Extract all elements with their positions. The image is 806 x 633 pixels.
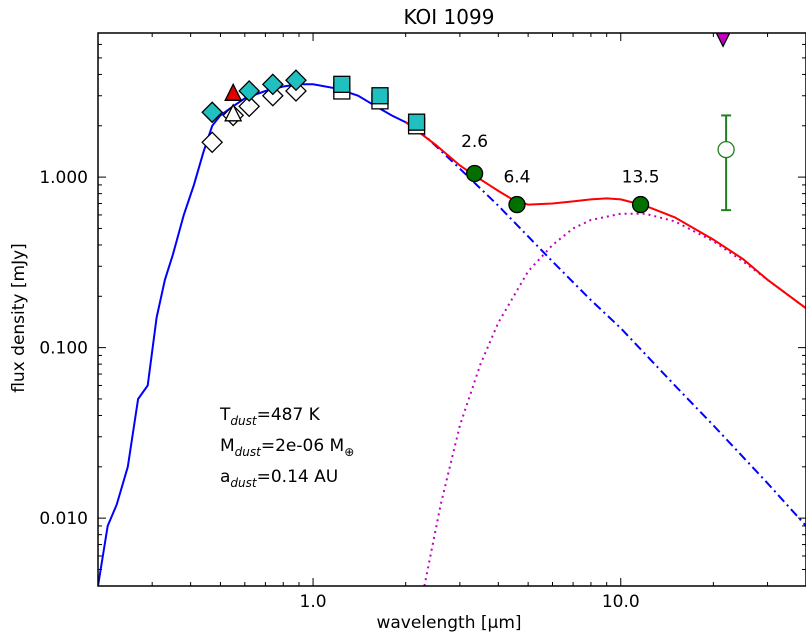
ir-photometry-circle-point: [465, 164, 484, 183]
x-tick-label: 10.0: [602, 592, 640, 612]
observed-photometry-square-point: [371, 87, 389, 105]
series-dust-model: [423, 212, 806, 586]
fit-parameters: Tdust=487 K Mdust=2e-06 M⊕ adust=0.14 AU: [219, 405, 354, 490]
point-annotation: 6.4: [503, 167, 530, 187]
model-photometry-diamond-point: [201, 131, 224, 154]
ir-photometry-circle-point: [631, 195, 650, 214]
observed-photometry-diamond-point: [201, 101, 224, 124]
observed-photometry-diamond-point: [285, 69, 307, 92]
observed-photometry-square-point: [333, 75, 351, 93]
axis-ticks: 1.0 10.0 0.010 0.100 1.000: [39, 32, 806, 612]
upper-limit-triangle-down-point: [715, 33, 731, 48]
plot-area: [98, 33, 806, 586]
x-tick-label: 1.0: [300, 592, 327, 612]
model-photometry-triangle-up-point: [224, 103, 243, 122]
ir-photometry-circle-point: [508, 195, 526, 214]
x-axis-label: wavelength [μm]: [376, 613, 521, 633]
series-stellar-photosphere: [98, 83, 419, 586]
y-tick-label: 1.000: [39, 168, 88, 188]
model-photometry-diamond-point: [238, 95, 261, 118]
model-photometry-diamond-point: [261, 84, 284, 107]
observed-photometry-diamond-point: [261, 73, 284, 96]
observed-photometry-square-point: [407, 113, 426, 131]
y-tick-label: 0.100: [39, 339, 88, 359]
y-axis-label: flux density [mJy]: [9, 243, 29, 393]
param-temperature: Tdust=487 K: [219, 405, 321, 428]
chart-title: KOI 1099: [404, 5, 495, 29]
param-mass: Mdust=2e-06 M⊕: [220, 436, 354, 459]
point-annotation: 13.5: [622, 167, 660, 187]
point-annotation: 2.6: [461, 132, 488, 152]
y-tick-label: 0.010: [39, 509, 88, 529]
param-distance: adust=0.14 AU: [220, 467, 338, 490]
observed-photometry-diamond-point: [238, 80, 261, 102]
plot-frame: [97, 32, 806, 587]
uncertain-point-circle-open-point: [717, 140, 735, 159]
series-photosphere-extrapolation: [417, 128, 806, 527]
observed-photometry-triangle-up-point: [224, 82, 243, 101]
